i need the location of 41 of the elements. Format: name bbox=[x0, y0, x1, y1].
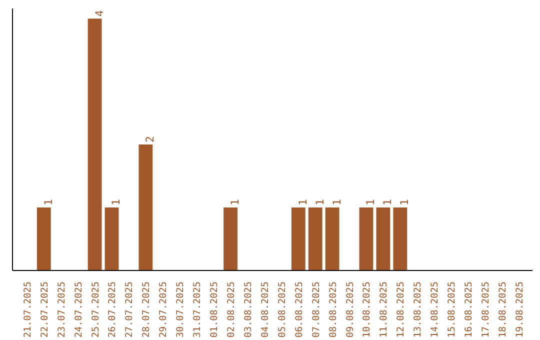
x-tick-label: 27.07.2025 bbox=[124, 281, 136, 338]
x-tick-label: 10.08.2025 bbox=[362, 281, 373, 338]
x-tick-label: 22.07.2025 bbox=[39, 281, 50, 338]
x-tick-label: 13.08.2025 bbox=[412, 281, 424, 338]
data-label: 1 bbox=[110, 199, 123, 206]
x-tick-label: 05.08.2025 bbox=[276, 281, 288, 338]
data-label: 2 bbox=[144, 136, 157, 143]
x-tick-label: 11.08.2025 bbox=[378, 281, 390, 338]
x-tick-label: 09.08.2025 bbox=[344, 281, 356, 338]
x-tick-label: 24.07.2025 bbox=[73, 281, 84, 338]
x-tick-label: 28.07.2025 bbox=[141, 281, 152, 338]
data-label: 1 bbox=[296, 199, 310, 206]
data-label: 1 bbox=[364, 199, 378, 206]
data-label: 1 bbox=[313, 199, 326, 206]
data-label: 1 bbox=[330, 199, 344, 206]
x-tick-label: 12.08.2025 bbox=[396, 281, 407, 338]
x-tick-label: 03.08.2025 bbox=[242, 281, 254, 338]
x-tick-label: 26.07.2025 bbox=[107, 281, 118, 338]
x-tick-label: 25.07.2025 bbox=[90, 281, 102, 338]
x-tick-label: 07.08.2025 bbox=[310, 281, 322, 338]
x-tick-label: 29.07.2025 bbox=[158, 281, 170, 338]
x-tick-label: 08.08.2025 bbox=[328, 281, 339, 338]
x-tick-label: 15.08.2025 bbox=[446, 281, 458, 338]
data-label: 1 bbox=[42, 199, 55, 206]
x-tick-label: 17.08.2025 bbox=[480, 281, 492, 338]
x-tick-label: 21.07.2025 bbox=[22, 281, 34, 338]
x-tick-label: 31.07.2025 bbox=[192, 281, 204, 338]
x-tick-label: 01.08.2025 bbox=[209, 281, 220, 338]
data-label: 1 bbox=[228, 199, 242, 206]
x-tick-label: 16.08.2025 bbox=[464, 281, 475, 338]
x-tick-label: 19.08.2025 bbox=[514, 281, 526, 338]
data-label: 1 bbox=[381, 199, 394, 206]
x-tick-label: 30.07.2025 bbox=[175, 281, 186, 338]
x-tick-label: 18.08.2025 bbox=[497, 281, 508, 338]
x-tick-label: 14.08.2025 bbox=[430, 281, 441, 338]
x-tick-label: 04.08.2025 bbox=[260, 281, 271, 338]
x-tick-label: 06.08.2025 bbox=[294, 281, 305, 338]
data-label: 4 bbox=[92, 10, 106, 17]
data-label: 1 bbox=[398, 199, 412, 206]
x-tick-label: 23.07.2025 bbox=[56, 281, 68, 338]
x-tick-label: 02.08.2025 bbox=[226, 281, 238, 338]
